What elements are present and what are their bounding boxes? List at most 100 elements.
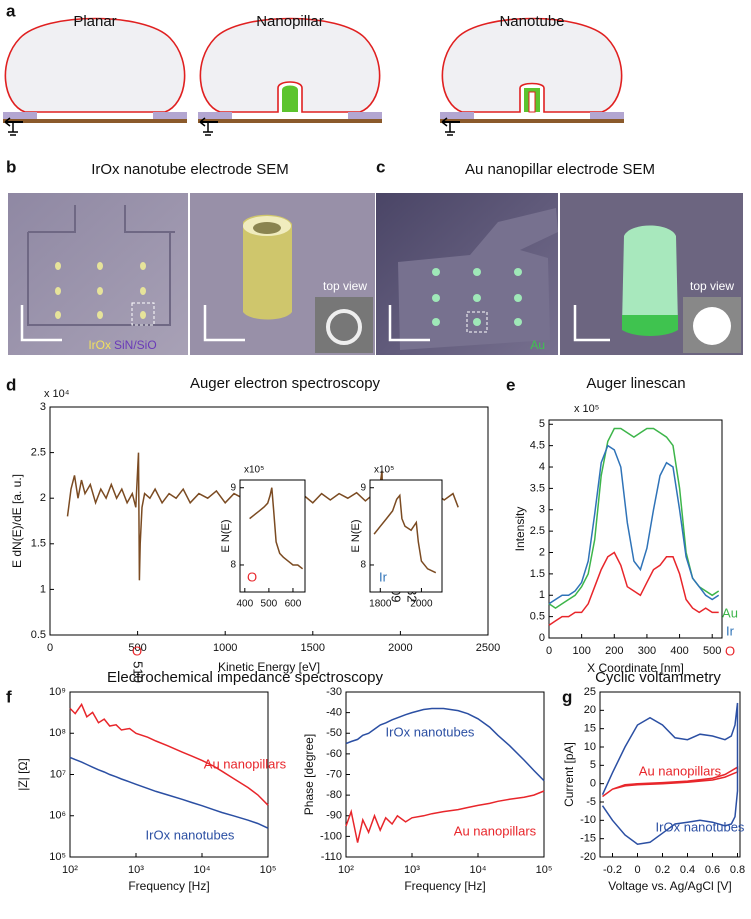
- y-tick-label: 5: [590, 759, 596, 771]
- y-tick-label: 15: [584, 723, 596, 735]
- sem-image-c: [376, 193, 743, 355]
- x-tick-label: 1500: [301, 642, 325, 654]
- y-scale-label: x 10⁴: [44, 388, 70, 400]
- panel-label: c: [376, 157, 385, 176]
- y-tick-label: 2.5: [31, 447, 46, 459]
- y-tick-label: -30: [326, 686, 342, 698]
- y-tick-label: 2: [539, 546, 545, 558]
- y-tick-label: -15: [580, 833, 596, 845]
- y-tick-label: 20: [584, 704, 596, 716]
- y-tick-label: -40: [326, 707, 342, 719]
- y-tick-label: 1.5: [31, 538, 46, 550]
- data-line: [69, 702, 269, 806]
- y-tick-label: 10⁹: [49, 686, 66, 698]
- y-tick-label: 4.5: [530, 440, 545, 452]
- x-tick-label: 2000: [388, 642, 412, 654]
- data-line: [69, 756, 269, 829]
- x-tick-label: 10²: [338, 864, 354, 876]
- x-tick-label: 400: [670, 645, 688, 657]
- sem-image-b: [8, 193, 375, 355]
- panel-label: e: [506, 375, 515, 394]
- x-tick-label: 10²: [62, 864, 78, 876]
- x-tick-label: 0: [634, 864, 640, 876]
- y-axis-label: Intensity: [513, 507, 527, 552]
- y-tick-label: 0: [590, 778, 596, 790]
- series-label: IrOx nanotubes: [656, 819, 745, 834]
- x-tick-label: 200: [605, 645, 623, 657]
- x-tick-label: 500: [128, 642, 146, 654]
- y-tick-label: 10⁵: [49, 851, 66, 863]
- x-axis-label: Kinetic Energy [eV]: [218, 660, 320, 674]
- plot-frame: [345, 691, 545, 858]
- series-label: IrOx nanotubes: [146, 827, 235, 842]
- data-line: [373, 493, 437, 574]
- y-tick-label: 1: [539, 589, 545, 601]
- x-tick-label: 10³: [404, 864, 420, 876]
- y-tick-label: 0: [539, 632, 545, 644]
- chart-title: Electrochemical impedance spectroscopy: [107, 669, 383, 686]
- y-axis-label: E N(E): [350, 520, 362, 553]
- y-tick-label: 5: [539, 418, 545, 430]
- x-tick-label: 0.4: [680, 864, 695, 876]
- y-axis-label: Current [pA]: [562, 742, 576, 807]
- x-axis-label: X Coordinate [nm]: [587, 661, 684, 675]
- x-axis-label: Frequency [Hz]: [404, 879, 485, 893]
- sem-title: Au nanopillar electrode SEM: [465, 161, 655, 178]
- y-tick-label: -5: [586, 796, 596, 808]
- series-label: Au nanopillars: [204, 756, 287, 771]
- annotation: Ir: [379, 569, 388, 584]
- series-label: O: [725, 643, 735, 658]
- x-tick-label: 0: [47, 642, 53, 654]
- y-tick-label: 1.5: [530, 568, 545, 580]
- y-tick-label: 2.5: [530, 525, 545, 537]
- x-tick-label: 500: [261, 599, 278, 610]
- x-tick-label: 10³: [128, 864, 144, 876]
- plot-frame: [599, 691, 741, 858]
- chart-title: Auger electron spectroscopy: [190, 375, 381, 392]
- y-tick-label: -10: [580, 814, 596, 826]
- panel-label: b: [6, 157, 16, 176]
- y-axis-label: Phase [degree]: [302, 734, 316, 815]
- plot-frame: [369, 479, 443, 593]
- y-scale-label: x 10⁵: [574, 403, 599, 415]
- x-axis-label: Voltage vs. Ag/AgCl [V]: [608, 879, 731, 893]
- y-tick-label: -90: [326, 810, 342, 822]
- x-tick-label: 10⁴: [194, 864, 211, 876]
- y-tick-label: 25: [584, 686, 596, 698]
- panel-label: g: [562, 687, 572, 706]
- x-tick-label: 0.2: [655, 864, 670, 876]
- x-tick-label: 1000: [213, 642, 237, 654]
- schematic-title: Nanopillar: [256, 13, 324, 30]
- y-tick-label: -110: [321, 851, 342, 863]
- x-tick-label: 0.8: [730, 864, 745, 876]
- y-tick-label: 8: [230, 560, 236, 571]
- y-tick-label: 10⁸: [49, 727, 66, 739]
- y-tick-label: -50: [326, 727, 342, 739]
- y-tick-label: -70: [326, 768, 342, 780]
- y-scale-label: x10⁵: [374, 465, 394, 476]
- x-tick-label: 500: [703, 645, 721, 657]
- x-tick-label: 2000: [410, 599, 433, 610]
- series-label: Au: [722, 605, 738, 620]
- x-tick-label: 0: [546, 645, 552, 657]
- data-line: [249, 487, 304, 570]
- data-line: [548, 444, 720, 605]
- schematic-planar: [2, 17, 188, 136]
- y-tick-label: 3: [40, 401, 46, 413]
- x-tick-label: 10⁵: [536, 864, 553, 876]
- y-tick-label: 9: [230, 482, 236, 493]
- annotation: O: [132, 643, 142, 658]
- annotation: O: [247, 569, 257, 584]
- y-tick-label: 2: [40, 492, 46, 504]
- y-tick-label: 10⁷: [50, 768, 66, 780]
- schematic-nanotube: [439, 17, 625, 136]
- y-tick-label: 1: [40, 583, 46, 595]
- sem-label: top view: [323, 279, 367, 293]
- y-tick-label: 8: [360, 560, 366, 571]
- y-axis-label: E dN(E)/dE [a. u.]: [10, 474, 24, 568]
- x-tick-label: 400: [236, 599, 253, 610]
- x-tick-label: 2500: [476, 642, 500, 654]
- chart-title: Cyclic voltammetry: [595, 669, 721, 686]
- x-tick-label: 0.6: [705, 864, 720, 876]
